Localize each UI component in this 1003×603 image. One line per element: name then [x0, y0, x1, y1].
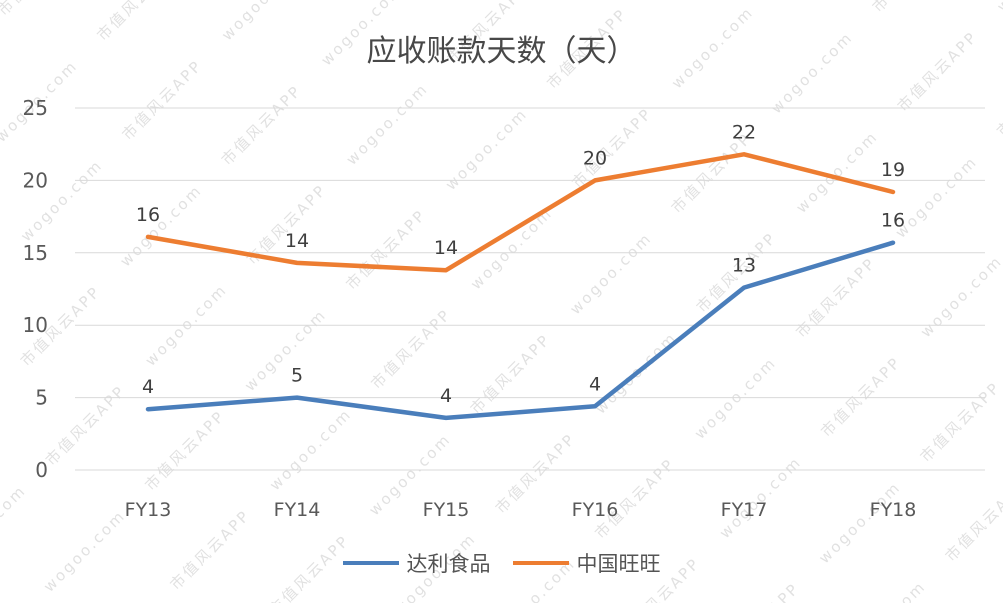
y-axis-label: 15	[23, 241, 48, 265]
legend-label: 中国旺旺	[576, 552, 661, 576]
x-axis-label: FY15	[423, 499, 470, 521]
data-label: 5	[291, 365, 303, 387]
legend-swatch	[512, 561, 569, 565]
data-label: 4	[589, 373, 601, 395]
legend-label: 达利食品	[406, 552, 491, 576]
chart-legend: 达利食品 中国旺旺	[0, 548, 1003, 578]
data-label: 13	[732, 255, 756, 277]
data-label: 4	[440, 385, 452, 407]
y-axis-label: 25	[23, 96, 48, 120]
data-label: 16	[881, 210, 905, 232]
y-axis-label: 5	[35, 386, 48, 410]
legend-item-0: 达利食品	[342, 548, 491, 578]
x-axis-label: FY13	[125, 499, 172, 521]
legend-swatch	[342, 561, 399, 565]
y-axis-label: 10	[23, 313, 48, 337]
data-label: 16	[136, 204, 160, 226]
chart-title: 应收账款天数（天）	[366, 34, 637, 69]
series-line-0	[145, 240, 896, 421]
data-label: 14	[434, 237, 458, 259]
data-label: 22	[732, 121, 756, 143]
x-axis-label: FY14	[274, 499, 321, 521]
x-axis-label: FY18	[870, 499, 917, 521]
data-label: 4	[142, 376, 154, 398]
y-axis-label: 0	[35, 458, 48, 482]
x-axis-label: FY16	[572, 499, 619, 521]
data-label: 14	[285, 230, 309, 252]
data-label: 20	[583, 147, 607, 169]
x-axis-label: FY17	[721, 499, 768, 521]
series-line-1	[145, 152, 896, 273]
data-label: 19	[881, 159, 905, 181]
legend-item-1: 中国旺旺	[512, 548, 661, 578]
y-axis-label: 20	[23, 168, 48, 192]
